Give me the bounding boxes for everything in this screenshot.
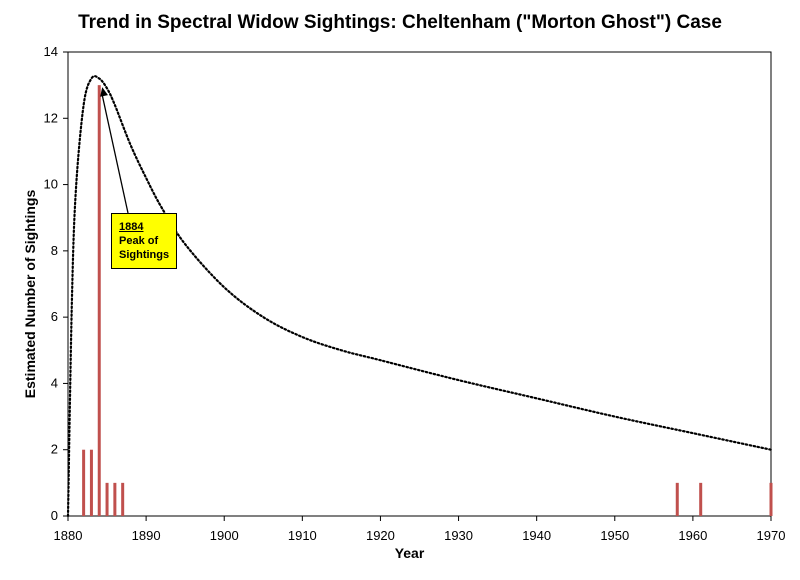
x-tick-label: 1880 <box>54 528 83 543</box>
y-tick-label: 6 <box>51 309 58 324</box>
bar <box>769 482 773 516</box>
y-tick-label: 0 <box>51 508 58 523</box>
x-tick-label: 1950 <box>600 528 629 543</box>
y-tick-label: 2 <box>51 442 58 457</box>
y-tick-label: 10 <box>44 177 58 192</box>
bar <box>89 449 93 516</box>
y-tick-label: 4 <box>51 375 58 390</box>
annotation-box: 1884 Peak of Sightings <box>111 213 177 269</box>
y-axis-title: Estimated Number of Sightings <box>22 190 38 399</box>
bar <box>113 482 117 516</box>
y-tick-label: 12 <box>44 110 58 125</box>
annotation-text: Peak of Sightings <box>119 235 170 261</box>
annotation-year: 1884 <box>119 221 144 233</box>
annotation-arrow-line <box>101 95 129 214</box>
x-tick-label: 1930 <box>444 528 473 543</box>
y-tick-label: 8 <box>51 243 58 258</box>
y-tick-label: 14 <box>44 44 58 59</box>
x-tick-label: 1970 <box>757 528 786 543</box>
bar <box>82 449 86 516</box>
x-tick-label: 1890 <box>132 528 161 543</box>
bar <box>121 482 125 516</box>
x-tick-label: 1940 <box>522 528 551 543</box>
plot-area-border <box>67 51 772 517</box>
trend-line <box>66 75 773 518</box>
bar <box>675 482 679 516</box>
x-axis-title: Year <box>395 545 425 561</box>
chart-title: Trend in Spectral Widow Sightings: Chelt… <box>78 12 722 33</box>
bar <box>699 482 703 516</box>
bar <box>105 482 109 516</box>
x-tick-label: 1960 <box>678 528 707 543</box>
x-tick-label: 1910 <box>288 528 317 543</box>
annotation-arrowhead <box>100 87 108 97</box>
x-tick-label: 1900 <box>210 528 239 543</box>
bar <box>97 85 101 517</box>
x-tick-label: 1920 <box>366 528 395 543</box>
